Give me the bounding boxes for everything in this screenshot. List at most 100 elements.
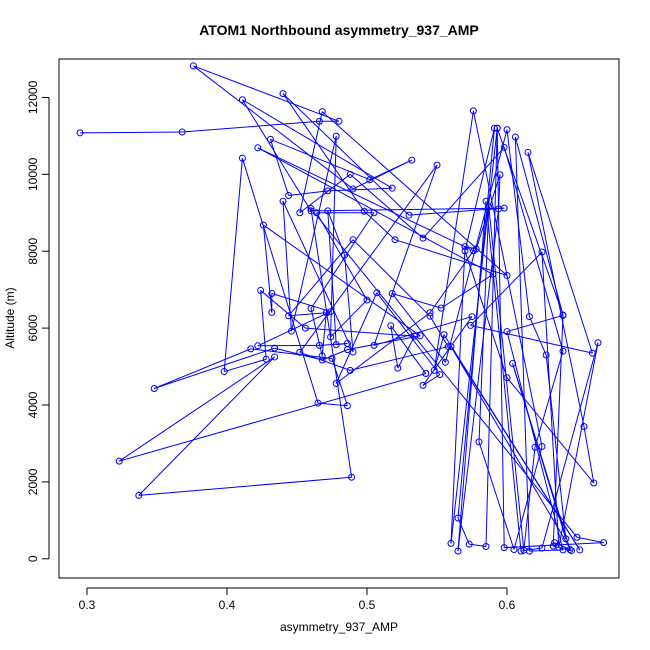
series-segment [527,152,585,427]
series-segment [271,293,331,313]
data-point [588,349,596,357]
series-layer [76,62,608,555]
series-segment [450,246,466,544]
y-tick-label: 8000 [26,238,40,265]
y-tick-label: 4000 [26,391,40,418]
data-point [573,533,581,541]
data-point [524,148,532,156]
series-segment [299,173,351,214]
series-segment [369,159,413,181]
data-point [318,356,326,364]
data-point [503,126,511,134]
data-point [328,354,336,362]
data-point [135,491,143,499]
data-point [441,358,449,366]
data-point [454,514,462,522]
data-point [422,369,430,377]
series-segment [457,128,495,519]
series-segment [290,136,337,332]
data-point [76,129,84,137]
data-point [419,234,427,242]
data-point [525,547,533,555]
data-point [461,243,469,251]
data-point [562,535,570,543]
series-segment [464,128,495,251]
series-segment [470,324,593,354]
data-point [538,443,546,451]
data-point [313,209,321,217]
data-point [150,384,158,392]
data-point [525,313,533,321]
series-segment [397,335,416,369]
data-point [327,308,335,316]
data-point [485,203,493,211]
data-point [433,161,441,169]
data-point [285,191,293,199]
series-segment [496,128,505,548]
series-segment [422,316,473,386]
data-point [555,543,563,551]
data-point [551,539,559,547]
data-point [271,344,279,352]
data-point [324,187,332,195]
series-segment [496,128,564,316]
series-segment [506,129,530,317]
data-point [220,368,228,376]
data-point [254,342,262,350]
series-segment [138,476,352,496]
series-segment [470,251,543,326]
data-point [343,402,351,410]
series-segment [335,292,378,384]
data-point [327,333,335,341]
series-segment [119,372,426,462]
series-segment [322,349,348,361]
series-segment [182,120,320,133]
series-segment [464,250,508,378]
data-point [314,399,322,407]
series-segment [138,356,275,496]
data-point [495,205,503,213]
data-point [268,290,276,298]
y-tick-label: 6000 [26,314,40,341]
data-point [394,364,402,372]
series-segment [503,147,564,352]
series-segment [288,190,328,196]
data-point [461,247,469,255]
series-segment [506,314,564,333]
data-point [238,154,246,162]
data-point [259,221,267,229]
series-segment [422,147,505,239]
data-point [493,124,501,132]
series-segment [583,426,595,484]
y-tick-label: 0 [26,555,40,562]
series-segment [350,346,449,371]
series-segment [310,208,578,538]
data-point [343,339,351,347]
data-point [373,289,381,297]
data-point [189,62,197,70]
series-segment [534,351,564,448]
series-segment [299,164,438,353]
series-segment [154,348,251,389]
series-segment [478,206,490,442]
series-segment [241,158,319,404]
series-segment [349,173,424,239]
series-segment [429,250,474,314]
data-point [567,547,575,555]
data-point [465,540,473,548]
data-point [178,128,186,136]
data-point [467,321,475,329]
series-segment [327,210,346,256]
data-point [266,135,274,143]
y-tick-label: 2000 [26,468,40,495]
data-point [503,328,511,336]
data-point [489,270,497,278]
data-point [531,443,539,451]
chart-title: ATOM1 Northbound asymmetry_937_AMP [199,22,479,38]
data-point [469,107,477,115]
data-point [559,347,567,355]
data-point [307,305,315,313]
series-segment [260,290,267,360]
series-segment [391,293,446,363]
series-segment [260,290,306,329]
